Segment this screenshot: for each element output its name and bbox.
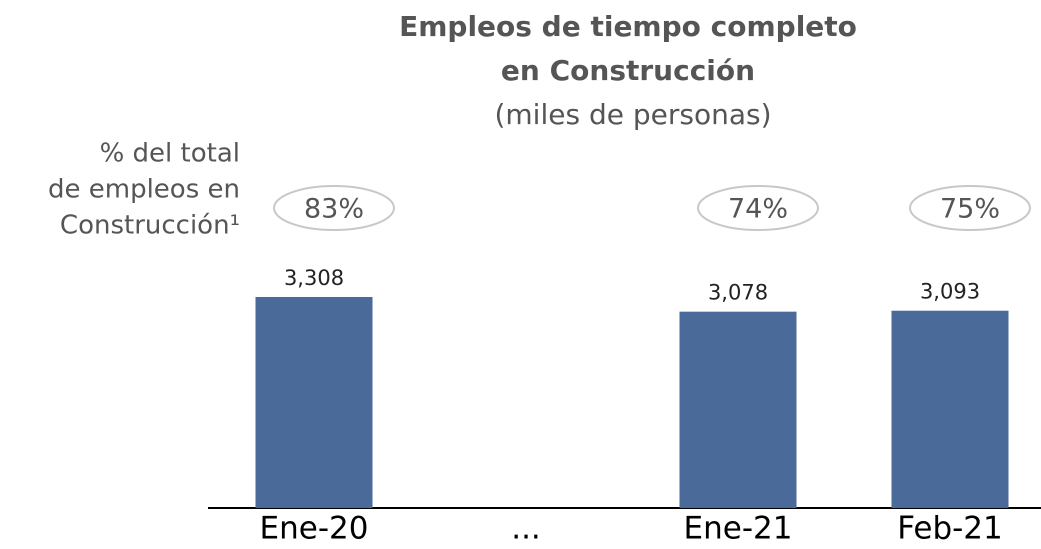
- percent-bubble: [909, 185, 1031, 231]
- annotation: Construcción¹: [60, 211, 240, 241]
- bar: [679, 311, 797, 508]
- x-tick-label: Feb-21: [897, 511, 1003, 547]
- bar: [891, 310, 1009, 508]
- x-tick-label: ...: [511, 511, 541, 547]
- chart-title: en Construcción: [501, 54, 755, 87]
- percent-bubble: [273, 185, 395, 231]
- bar: [255, 297, 373, 508]
- data-label: 3,093: [920, 280, 980, 304]
- data-label: 3,308: [284, 266, 344, 290]
- percent-label: 75%: [940, 194, 1000, 225]
- x-tick-label: Ene-21: [684, 511, 793, 547]
- percent-label: 74%: [728, 194, 788, 225]
- data-label: 3,078: [708, 281, 768, 305]
- annotation: % del total: [100, 139, 240, 169]
- annotation: de empleos en: [48, 175, 240, 205]
- chart-title: Empleos de tiempo completo: [399, 10, 857, 43]
- percent-label: 83%: [304, 194, 364, 225]
- chart-subtitle: (miles de personas): [494, 98, 771, 131]
- percent-bubble: [697, 185, 819, 231]
- x-tick-label: Ene-20: [260, 511, 369, 547]
